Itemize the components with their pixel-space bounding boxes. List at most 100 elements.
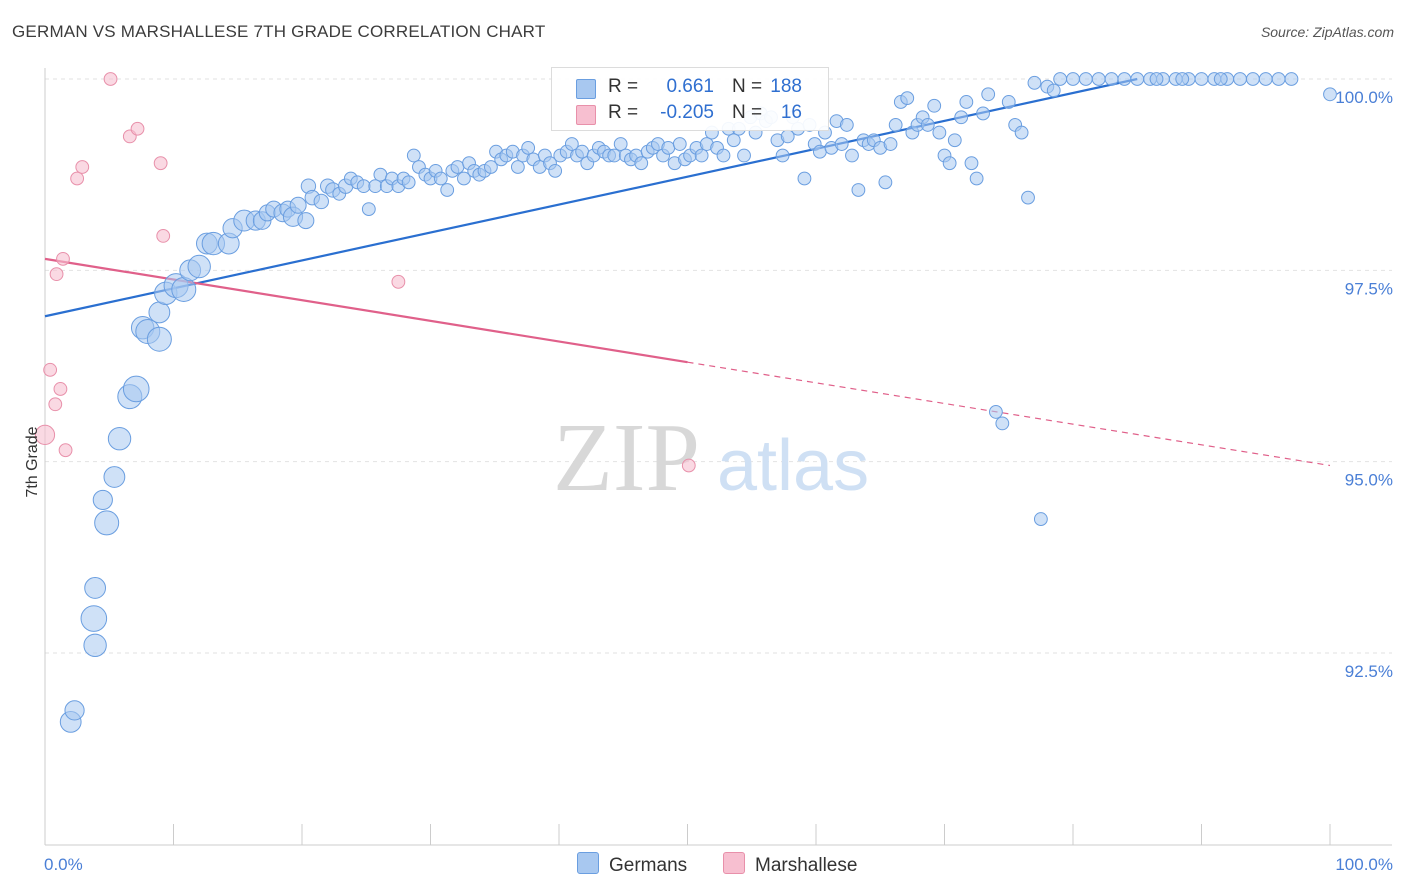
marshallese-trend-extension xyxy=(687,361,1331,467)
german-point xyxy=(521,140,536,155)
german-point xyxy=(775,148,790,163)
marshallese-point xyxy=(153,156,168,171)
grid-layer xyxy=(45,78,1392,654)
german-point xyxy=(976,106,990,121)
german-point xyxy=(368,179,383,194)
german-point xyxy=(839,118,854,132)
chart-title: GERMAN VS MARSHALLESE 7TH GRADE CORRELAT… xyxy=(12,22,546,41)
german-point xyxy=(1001,95,1016,109)
marshallese-trend-line xyxy=(44,257,688,364)
german-point xyxy=(888,118,903,132)
marshallese-legend-label: Marshallese xyxy=(755,855,858,876)
legend-r-value: 0.661 xyxy=(666,76,714,97)
watermark-atlas: atlas xyxy=(717,426,869,506)
german-point xyxy=(964,156,979,171)
german-point xyxy=(361,202,376,217)
x-tick-label: 100.0% xyxy=(1335,855,1393,874)
points-layer xyxy=(34,72,1337,733)
legend-n-value: 188 xyxy=(770,76,802,97)
german-point xyxy=(737,148,751,163)
german-point xyxy=(187,254,211,279)
german-point xyxy=(122,375,150,403)
german-point xyxy=(80,605,108,632)
german-point xyxy=(1091,72,1106,86)
german-point xyxy=(1027,75,1042,90)
stats-legend: R = 0.661 N = 188 R = -0.205 N = 16 xyxy=(551,67,829,131)
german-point xyxy=(1130,72,1145,86)
x-tick-label: 0.0% xyxy=(44,855,83,874)
german-point xyxy=(1046,83,1061,98)
axes-layer xyxy=(44,68,1392,846)
german-point xyxy=(564,137,579,151)
german-point xyxy=(900,91,915,106)
marshallese-point xyxy=(53,382,68,396)
legend-r-value: -0.205 xyxy=(660,102,714,123)
german-point xyxy=(548,163,563,178)
german-point xyxy=(694,148,709,163)
german-point xyxy=(313,193,329,210)
tick-layer: 100.0% 97.5% 95.0% 92.5% 0.0% 100.0% xyxy=(44,88,1393,874)
german-point xyxy=(1033,512,1048,526)
legend-n-label: N = xyxy=(732,76,763,97)
y-tick-label: 100.0% xyxy=(1335,88,1393,107)
german-point xyxy=(920,118,935,132)
german-point xyxy=(107,427,132,451)
german-point xyxy=(510,160,525,174)
german-point xyxy=(94,510,120,536)
german-point xyxy=(92,489,113,511)
watermark: ZIP atlas xyxy=(553,404,869,512)
german-point xyxy=(450,160,465,174)
german-point xyxy=(969,171,984,186)
marshallese-legend-swatch xyxy=(723,852,745,874)
watermark-zip: ZIP xyxy=(553,404,700,512)
german-point xyxy=(1284,72,1299,86)
german-point xyxy=(1213,72,1228,86)
german-point xyxy=(297,212,315,230)
german-point xyxy=(1021,190,1035,205)
german-point xyxy=(927,98,942,113)
y-axis-title: 7th Grade xyxy=(24,426,41,497)
german-point xyxy=(959,95,974,109)
german-point xyxy=(373,167,388,182)
marshallese-point xyxy=(34,424,56,445)
german-point xyxy=(672,137,687,151)
y-tick-label: 92.5% xyxy=(1345,662,1393,681)
german-point xyxy=(1233,72,1247,86)
german-point xyxy=(83,633,107,658)
german-point xyxy=(989,405,1003,419)
marshallese-point xyxy=(49,267,64,282)
marshallese-swatch xyxy=(576,105,596,125)
german-point xyxy=(845,148,859,163)
germans-legend-swatch xyxy=(577,852,599,874)
german-point xyxy=(148,301,171,324)
german-point xyxy=(1194,72,1209,86)
y-tick-label: 97.5% xyxy=(1345,279,1393,298)
german-point xyxy=(171,276,197,302)
german-point xyxy=(981,87,996,102)
german-point xyxy=(947,133,962,148)
chart-source: Source: ZipAtlas.com xyxy=(1260,24,1394,40)
marshallese-point xyxy=(75,160,90,174)
legend-item-marshallese[interactable]: Marshallese xyxy=(723,852,857,877)
german-point xyxy=(797,171,812,186)
marshallese-point xyxy=(48,397,63,412)
german-point xyxy=(1014,125,1029,140)
german-point xyxy=(146,326,172,352)
marshallese-point xyxy=(391,274,406,289)
german-point xyxy=(483,160,498,174)
german-point xyxy=(406,148,421,163)
marshallese-point xyxy=(681,458,696,473)
legend-item-germans[interactable]: Germans xyxy=(577,852,687,877)
german-point xyxy=(883,137,898,151)
marshallese-point xyxy=(56,251,70,266)
german-point xyxy=(661,140,676,155)
marshallese-point xyxy=(70,171,85,186)
german-point xyxy=(995,416,1010,431)
german-point xyxy=(457,171,471,186)
german-point xyxy=(834,137,849,151)
german-point xyxy=(1104,72,1119,86)
german-point xyxy=(575,144,590,159)
german-point xyxy=(878,175,893,190)
y-tick-label: 95.0% xyxy=(1345,471,1393,490)
german-point xyxy=(812,144,827,159)
